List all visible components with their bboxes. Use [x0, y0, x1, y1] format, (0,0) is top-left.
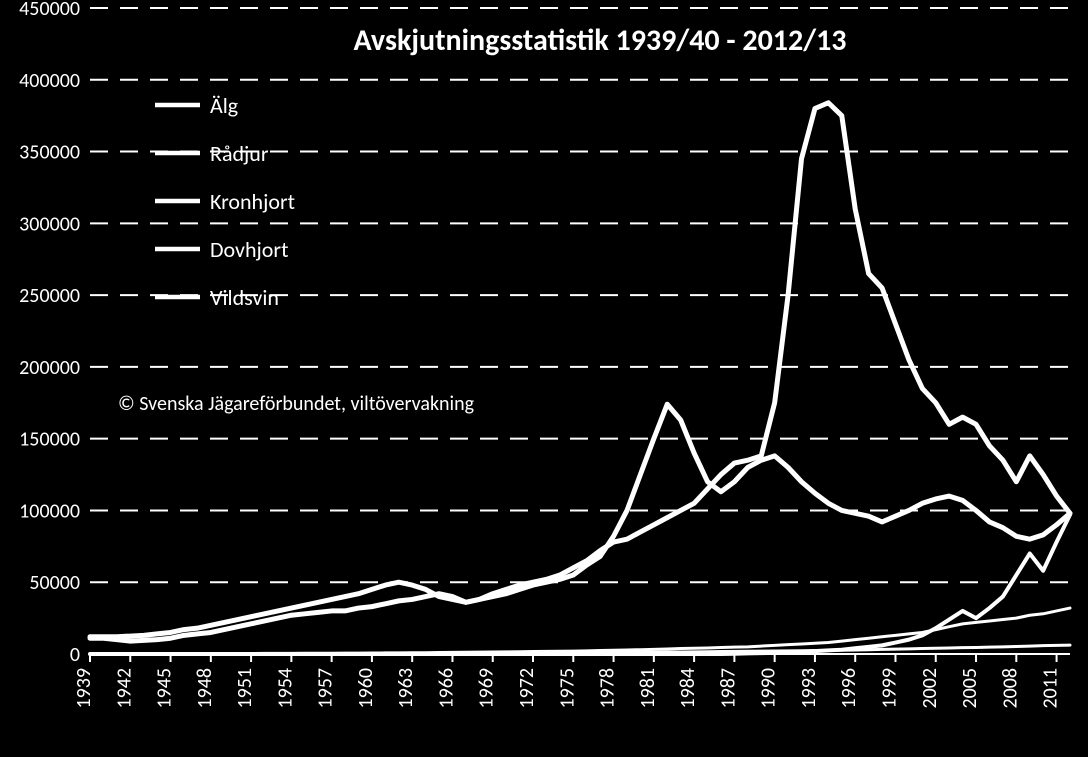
y-tick-label: 200000	[19, 356, 80, 380]
chart-container: 1939 1942 1945 1948 1951 1954 1957 1960 1963 1966…	[0, 0, 1088, 757]
legend-label: Rådjur	[210, 140, 269, 167]
x-tick-label: 1948	[193, 668, 217, 709]
copyright-text: © Svenska Jägareförbundet, viltövervakni…	[118, 392, 475, 416]
x-tick-label: 1942	[112, 668, 136, 709]
x-tick-label: 1999	[877, 668, 901, 709]
x-tick-label: 1993	[797, 668, 821, 709]
legend-label: Vildsvin	[210, 284, 279, 311]
x-tick-label: 1981	[636, 668, 660, 709]
y-tick-label: 100000	[19, 499, 80, 523]
legend-label: Dovhjort	[210, 236, 288, 263]
x-tick-label: 1939	[72, 668, 96, 709]
x-tick-label: 2002	[918, 668, 942, 709]
y-tick-label: 0	[70, 643, 80, 667]
chart-title: Avskjutningsstatistik 1939/40 - 2012/13	[353, 22, 846, 59]
x-tick-label: 1972	[515, 668, 539, 709]
legend-label: Älg	[210, 92, 238, 119]
x-tick-label: 1975	[555, 668, 579, 709]
x-tick-label: 1978	[596, 668, 620, 709]
x-tick-label: 1987	[716, 668, 740, 709]
x-tick-label: 2005	[958, 668, 982, 709]
x-tick-label: 1954	[273, 668, 297, 709]
x-tick-label: 1996	[837, 668, 861, 709]
y-tick-label: 450000	[19, 0, 80, 21]
y-tick-label: 400000	[19, 69, 80, 93]
x-tick-label: 1957	[314, 668, 338, 709]
chart-svg: 1939 1942 1945 1948 1951 1954 1957 1960 1963 1966…	[0, 0, 1088, 757]
x-tick-label: 2011	[1039, 668, 1063, 709]
y-tick-label: 250000	[19, 284, 80, 308]
legend-label: Kronhjort	[210, 188, 295, 215]
x-tick-label: 1960	[354, 668, 378, 709]
chart-bg	[0, 0, 1088, 757]
x-tick-label: 1945	[153, 668, 177, 709]
x-tick-label: 2008	[998, 668, 1022, 709]
x-tick-label: 1990	[757, 668, 781, 709]
x-tick-label: 1951	[233, 668, 257, 709]
y-tick-label: 150000	[19, 428, 80, 452]
x-tick-label: 1966	[434, 668, 458, 709]
y-tick-label: 350000	[19, 141, 80, 165]
y-tick-label: 300000	[19, 212, 80, 236]
x-tick-label: 1963	[394, 668, 418, 709]
x-tick-label: 1969	[475, 668, 499, 709]
x-tick-label: 1984	[676, 668, 700, 709]
y-tick-label: 50000	[29, 571, 80, 595]
